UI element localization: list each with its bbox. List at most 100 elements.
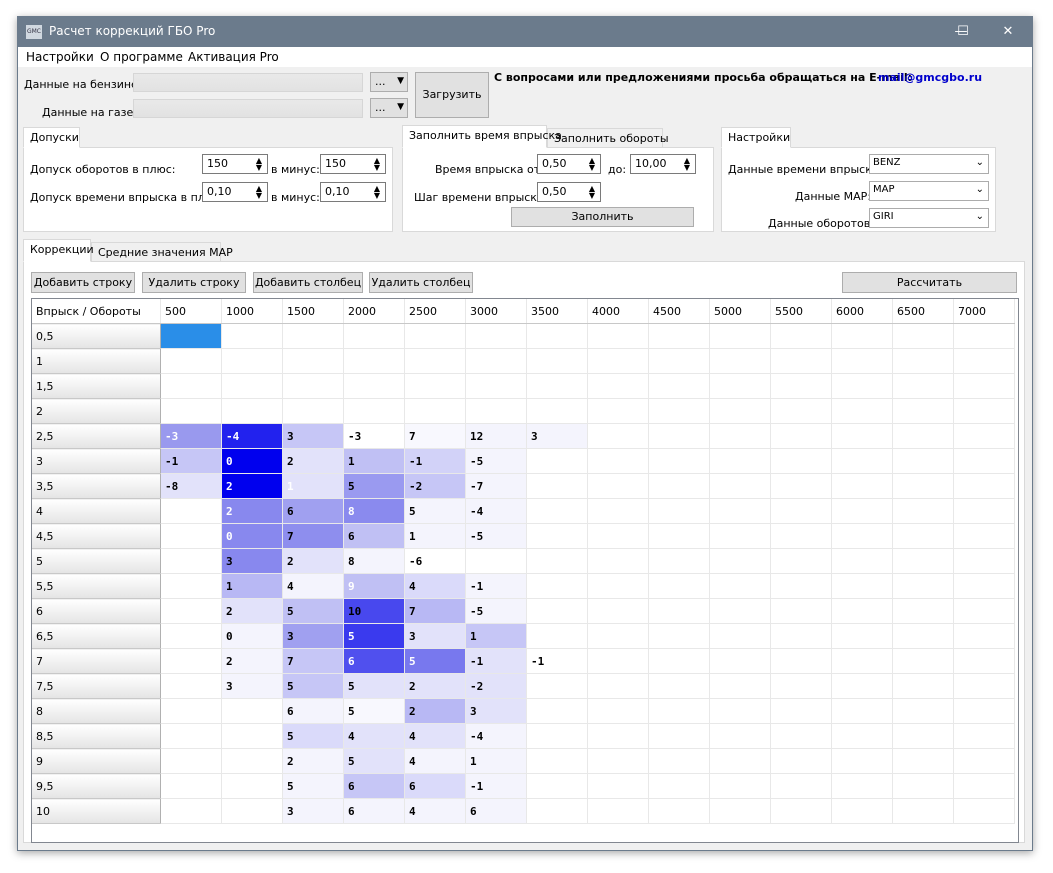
table-cell[interactable]: 3 (282, 423, 344, 449)
inj-minus-spinner[interactable]: 0,10 ▲ ▼ (320, 182, 386, 202)
row-header[interactable]: 1,5 (32, 373, 161, 399)
table-cell[interactable] (770, 698, 832, 724)
table-cell[interactable] (709, 348, 771, 374)
table-cell[interactable] (648, 648, 710, 674)
table-cell[interactable] (953, 798, 1015, 824)
table-cell[interactable] (953, 548, 1015, 574)
table-cell[interactable]: 3 (404, 623, 466, 649)
row-header[interactable]: 10 (32, 798, 161, 824)
table-cell[interactable]: 5 (343, 748, 405, 774)
table-cell[interactable] (770, 598, 832, 624)
column-header[interactable]: 5500 (770, 299, 832, 324)
table-cell[interactable] (770, 548, 832, 574)
table-cell[interactable] (526, 723, 588, 749)
table-cell[interactable] (892, 473, 954, 499)
load-button[interactable]: Загрузить (415, 72, 489, 118)
menu-settings[interactable]: Настройки (26, 50, 94, 64)
table-cell[interactable] (587, 373, 649, 399)
table-cell[interactable] (831, 798, 893, 824)
table-cell[interactable] (526, 398, 588, 424)
table-cell[interactable] (526, 373, 588, 399)
table-cell[interactable]: 0 (221, 448, 283, 474)
column-header[interactable]: 6000 (831, 299, 893, 324)
table-cell[interactable] (770, 398, 832, 424)
column-header[interactable]: 4500 (648, 299, 710, 324)
table-cell[interactable] (831, 548, 893, 574)
table-cell[interactable] (587, 698, 649, 724)
table-cell[interactable] (953, 598, 1015, 624)
table-cell[interactable] (953, 373, 1015, 399)
table-cell[interactable] (160, 348, 222, 374)
column-header[interactable]: 1500 (282, 299, 344, 324)
table-cell[interactable] (160, 498, 222, 524)
table-cell[interactable] (587, 598, 649, 624)
table-cell[interactable]: -4 (465, 723, 527, 749)
row-header[interactable]: 0,5 (32, 323, 161, 349)
row-header[interactable]: 6,5 (32, 623, 161, 649)
table-cell[interactable]: 6 (343, 773, 405, 799)
table-cell[interactable]: 5 (343, 673, 405, 699)
table-cell[interactable] (831, 398, 893, 424)
table-cell[interactable] (587, 573, 649, 599)
table-cell[interactable] (709, 498, 771, 524)
column-header[interactable]: 500 (160, 299, 222, 324)
table-cell[interactable] (709, 423, 771, 449)
table-cell[interactable] (160, 598, 222, 624)
table-cell[interactable]: 3 (526, 423, 588, 449)
minimize-button[interactable]: — (938, 17, 984, 47)
table-cell[interactable]: -7 (465, 473, 527, 499)
table-cell[interactable] (892, 448, 954, 474)
row-header[interactable]: 2,5 (32, 423, 161, 449)
maximize-button[interactable]: ☐ (940, 17, 986, 47)
table-cell[interactable]: -1 (160, 448, 222, 474)
table-cell[interactable]: 7 (282, 523, 344, 549)
table-cell[interactable]: -1 (526, 648, 588, 674)
table-cell[interactable]: 2 (282, 448, 344, 474)
table-cell[interactable] (404, 348, 466, 374)
column-header[interactable]: 3000 (465, 299, 527, 324)
table-cell[interactable] (709, 573, 771, 599)
spinner-arrows-icon[interactable]: ▲ ▼ (588, 184, 596, 200)
time-to-spinner[interactable]: 10,00 ▲ ▼ (630, 154, 696, 174)
table-cell[interactable] (831, 673, 893, 699)
table-cell[interactable] (709, 548, 771, 574)
table-cell[interactable] (892, 498, 954, 524)
table-cell[interactable]: 3 (221, 548, 283, 574)
table-cell[interactable]: 5 (343, 698, 405, 724)
row-header[interactable]: 1 (32, 348, 161, 374)
table-cell[interactable]: 1 (282, 473, 344, 499)
row-header[interactable]: 3,5 (32, 473, 161, 499)
table-cell[interactable] (587, 473, 649, 499)
table-cell[interactable] (709, 748, 771, 774)
table-cell[interactable] (770, 773, 832, 799)
table-cell[interactable] (709, 673, 771, 699)
table-cell[interactable] (282, 348, 344, 374)
table-cell[interactable]: 5 (282, 773, 344, 799)
table-cell[interactable] (770, 523, 832, 549)
petrol-data-field[interactable] (133, 73, 363, 92)
table-cell[interactable] (587, 548, 649, 574)
table-cell[interactable] (404, 398, 466, 424)
table-cell[interactable] (953, 698, 1015, 724)
table-cell[interactable]: 2 (404, 698, 466, 724)
table-cell[interactable]: 0 (221, 523, 283, 549)
table-cell[interactable]: 1 (404, 523, 466, 549)
table-cell[interactable] (221, 748, 283, 774)
table-cell[interactable] (404, 323, 466, 349)
table-cell[interactable] (465, 373, 527, 399)
table-cell[interactable]: 6 (343, 648, 405, 674)
column-header[interactable]: 6500 (892, 299, 954, 324)
table-cell[interactable] (709, 373, 771, 399)
table-cell[interactable]: 3 (465, 698, 527, 724)
table-cell[interactable] (709, 398, 771, 424)
table-cell[interactable]: 6 (404, 773, 466, 799)
table-cell[interactable] (831, 423, 893, 449)
table-cell[interactable]: -1 (465, 573, 527, 599)
table-cell[interactable] (892, 573, 954, 599)
table-cell[interactable]: 1 (343, 448, 405, 474)
column-header[interactable]: 4000 (587, 299, 649, 324)
row-header[interactable]: 9,5 (32, 773, 161, 799)
close-button[interactable]: ✕ (984, 17, 1032, 47)
inj-plus-spinner[interactable]: 0,10 ▲ ▼ (202, 182, 268, 202)
table-cell[interactable]: 5 (343, 473, 405, 499)
